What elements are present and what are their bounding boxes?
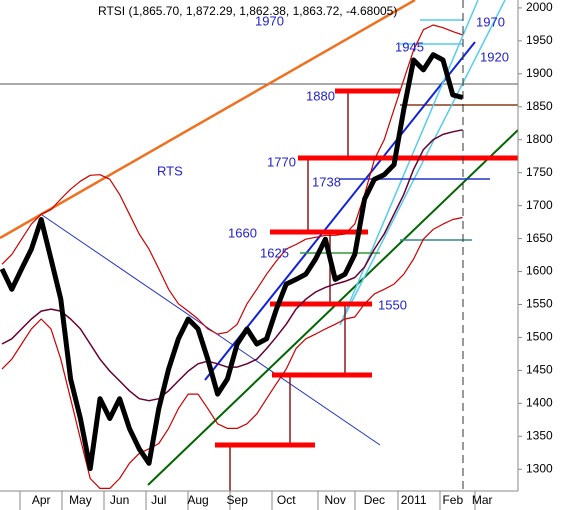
- level-label: 1738: [312, 174, 341, 189]
- y-tick-label: 1700: [526, 198, 553, 212]
- y-tick-label: 1550: [526, 297, 553, 311]
- series-group: [0, 24, 464, 489]
- y-tick-label: 1900: [526, 66, 553, 80]
- y-tick-label: 1650: [526, 231, 553, 245]
- y-tick-label: 1300: [526, 461, 553, 475]
- x-tick-label: Sep: [227, 493, 249, 507]
- annotation: RTS: [157, 163, 183, 178]
- x-tick-label: Dec: [364, 493, 385, 507]
- price-line: [0, 52, 464, 472]
- x-tick-label: Nov: [325, 493, 346, 507]
- y-tick-label: 1850: [526, 99, 553, 113]
- y-tick-label: 1950: [526, 33, 553, 47]
- indicator-line: [1, 24, 463, 335]
- level-label: 1945: [395, 39, 424, 54]
- chart-title: RTSI (1,865.70, 1,872.29, 1,862.38, 1,86…: [98, 4, 397, 18]
- x-tick-label: Oct: [277, 493, 296, 507]
- level-label: 1920: [480, 49, 509, 64]
- x-tick-label: Mar: [472, 493, 493, 507]
- level-label: 1770: [267, 154, 296, 169]
- x-tick-label: Feb: [442, 493, 463, 507]
- x-tick-label: May: [69, 493, 92, 507]
- overlay-lines: [0, 0, 518, 491]
- x-tick-label: Aug: [187, 493, 208, 507]
- x-tick-label: Apr: [32, 493, 51, 507]
- y-tick-label: 1800: [526, 132, 553, 146]
- indicator-line: [1, 216, 463, 489]
- level-label: 1880: [306, 88, 335, 103]
- level-label: 1660: [228, 225, 257, 240]
- y-tick-label: 1450: [526, 363, 553, 377]
- y-tick-label: 1750: [526, 165, 553, 179]
- level-label: 1970: [476, 14, 505, 29]
- y-tick-label: 1400: [526, 396, 553, 410]
- x-tick-label: Jul: [151, 493, 166, 507]
- y-tick-label: 1600: [526, 264, 553, 278]
- y-tick-label: 1350: [526, 428, 553, 442]
- month-separators: [19, 491, 476, 510]
- x-tick-label: Jun: [110, 493, 129, 507]
- y-tick-label: 2000: [526, 0, 553, 14]
- y-tick-label: 1500: [526, 330, 553, 344]
- x-tick-label: 2011: [401, 493, 427, 507]
- level-label: 1625: [260, 245, 289, 260]
- level-label: 1550: [378, 297, 407, 312]
- level-label: 1970: [255, 13, 284, 28]
